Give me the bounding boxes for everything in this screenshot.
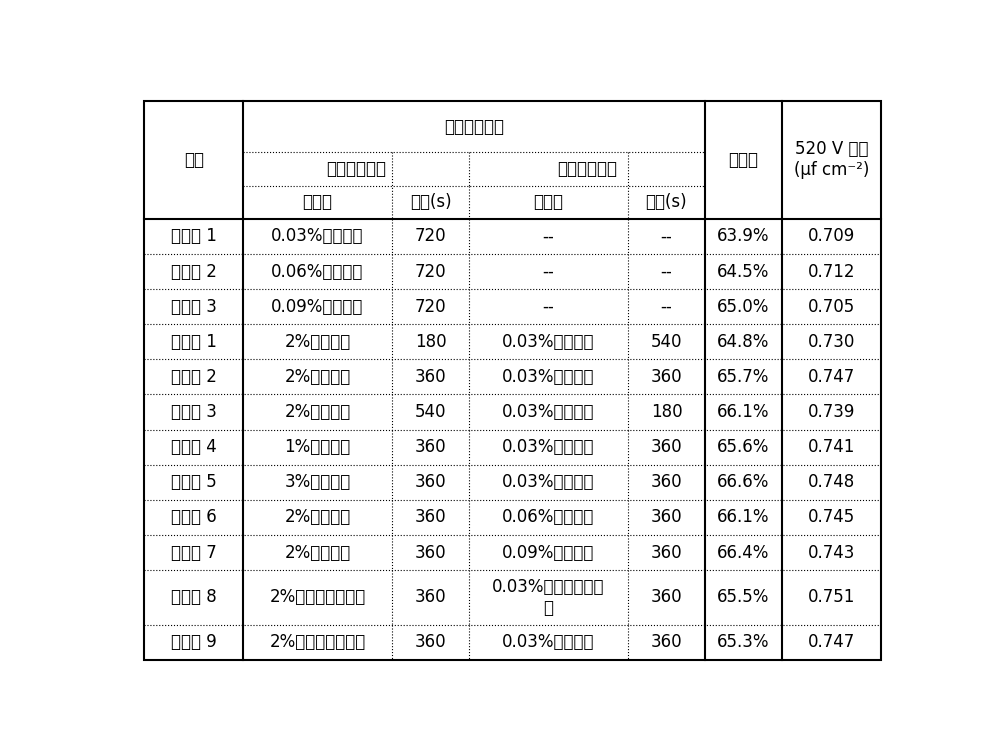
Text: 0.743: 0.743 — [808, 544, 855, 562]
Text: 360: 360 — [415, 588, 446, 606]
Text: --: -- — [543, 227, 554, 245]
Text: 360: 360 — [415, 633, 446, 651]
Text: 64.8%: 64.8% — [717, 333, 770, 351]
Text: 1%聚丙烯酸: 1%聚丙烯酸 — [284, 438, 351, 456]
Text: 3%聚丙烯酸: 3%聚丙烯酸 — [284, 474, 351, 491]
Text: 扩孔腐蚀工艺: 扩孔腐蚀工艺 — [444, 117, 504, 136]
Text: 720: 720 — [415, 297, 446, 316]
Text: 0.03%聚丙烯酸: 0.03%聚丙烯酸 — [502, 333, 595, 351]
Text: 2%聚苯乙烯磺酸钠: 2%聚苯乙烯磺酸钠 — [269, 633, 366, 651]
Text: 实施例 2: 实施例 2 — [171, 368, 217, 386]
Text: 65.3%: 65.3% — [717, 633, 770, 651]
Text: 0.03%聚丙烯酸: 0.03%聚丙烯酸 — [271, 227, 364, 245]
Text: 65.5%: 65.5% — [717, 588, 770, 606]
Text: 360: 360 — [651, 438, 682, 456]
Text: 0.06%聚丙烯酸: 0.06%聚丙烯酸 — [271, 263, 364, 281]
Text: 2%聚丙烯酸: 2%聚丙烯酸 — [284, 403, 351, 421]
Text: 720: 720 — [415, 227, 446, 245]
Text: 64.5%: 64.5% — [717, 263, 770, 281]
Text: 360: 360 — [415, 438, 446, 456]
Text: 180: 180 — [415, 333, 446, 351]
Text: 65.7%: 65.7% — [717, 368, 770, 386]
Text: 0.09%聚丙烯酸: 0.09%聚丙烯酸 — [271, 297, 364, 316]
Text: 360: 360 — [415, 508, 446, 526]
Text: 对比例 1: 对比例 1 — [171, 227, 217, 245]
Text: 65.6%: 65.6% — [717, 438, 770, 456]
Text: 2%聚丙烯酸: 2%聚丙烯酸 — [284, 544, 351, 562]
Text: 实施例 1: 实施例 1 — [171, 333, 217, 351]
Text: 360: 360 — [651, 544, 682, 562]
Text: 66.1%: 66.1% — [717, 403, 770, 421]
Text: 2%聚丙烯酸: 2%聚丙烯酸 — [284, 333, 351, 351]
Text: --: -- — [661, 263, 672, 281]
Text: 0.709: 0.709 — [808, 227, 855, 245]
Text: 0.745: 0.745 — [808, 508, 855, 526]
Text: --: -- — [661, 297, 672, 316]
Text: 时间(s): 时间(s) — [646, 194, 687, 212]
Text: 实施例 5: 实施例 5 — [171, 474, 217, 491]
Text: 实施例 8: 实施例 8 — [171, 588, 217, 606]
Text: 得箔率: 得箔率 — [728, 151, 758, 169]
Text: 实施例 4: 实施例 4 — [171, 438, 217, 456]
Text: 0.747: 0.747 — [808, 633, 855, 651]
Text: 360: 360 — [415, 368, 446, 386]
Text: 实施例 3: 实施例 3 — [171, 403, 217, 421]
Text: 2%聚丙烯酸: 2%聚丙烯酸 — [284, 508, 351, 526]
Text: 2%聚丙烯酸: 2%聚丙烯酸 — [284, 368, 351, 386]
Text: 样品: 样品 — [184, 151, 204, 169]
Text: 实施例 6: 实施例 6 — [171, 508, 217, 526]
Text: 0.03%聚丙烯酸: 0.03%聚丙烯酸 — [502, 368, 595, 386]
Text: 实施例 9: 实施例 9 — [171, 633, 217, 651]
Text: 对比例 3: 对比例 3 — [171, 297, 217, 316]
Text: --: -- — [543, 263, 554, 281]
Text: 0.03%聚丙烯酸: 0.03%聚丙烯酸 — [502, 633, 595, 651]
Text: 360: 360 — [651, 474, 682, 491]
Text: 0.712: 0.712 — [808, 263, 855, 281]
Text: 63.9%: 63.9% — [717, 227, 770, 245]
Text: 实施例 7: 实施例 7 — [171, 544, 217, 562]
Text: 0.748: 0.748 — [808, 474, 855, 491]
Text: 360: 360 — [651, 588, 682, 606]
Text: 0.747: 0.747 — [808, 368, 855, 386]
Text: 360: 360 — [651, 368, 682, 386]
Text: 0.741: 0.741 — [808, 438, 855, 456]
Text: 对比例 2: 对比例 2 — [171, 263, 217, 281]
Text: 添加剂: 添加剂 — [533, 194, 563, 212]
Text: 0.751: 0.751 — [808, 588, 855, 606]
Text: 520 V 比容
(μf cm⁻²): 520 V 比容 (μf cm⁻²) — [794, 141, 869, 179]
Text: 360: 360 — [651, 508, 682, 526]
Text: 66.1%: 66.1% — [717, 508, 770, 526]
Text: 180: 180 — [651, 403, 682, 421]
Text: 0.09%聚丙烯酸: 0.09%聚丙烯酸 — [502, 544, 595, 562]
Text: 0.739: 0.739 — [808, 403, 855, 421]
Text: 0.03%聚丙烯酸: 0.03%聚丙烯酸 — [502, 474, 595, 491]
Text: 360: 360 — [415, 474, 446, 491]
Text: 2%聚苯乙烯磺酸钠: 2%聚苯乙烯磺酸钠 — [269, 588, 366, 606]
Text: 540: 540 — [651, 333, 682, 351]
Text: 时间(s): 时间(s) — [410, 194, 451, 212]
Text: 0.03%聚苯乙烯磺酸
钠: 0.03%聚苯乙烯磺酸 钠 — [492, 578, 605, 617]
Text: 66.4%: 66.4% — [717, 544, 770, 562]
Text: 540: 540 — [415, 403, 446, 421]
Text: 二级扩孔腐蚀: 二级扩孔腐蚀 — [557, 160, 617, 178]
Text: 66.6%: 66.6% — [717, 474, 770, 491]
Text: 360: 360 — [415, 544, 446, 562]
Text: 0.03%聚丙烯酸: 0.03%聚丙烯酸 — [502, 403, 595, 421]
Text: --: -- — [661, 227, 672, 245]
Text: 0.705: 0.705 — [808, 297, 855, 316]
Text: 添加剂: 添加剂 — [303, 194, 333, 212]
Text: 0.730: 0.730 — [808, 333, 855, 351]
Text: 65.0%: 65.0% — [717, 297, 770, 316]
Text: 720: 720 — [415, 263, 446, 281]
Text: 0.03%聚丙烯酸: 0.03%聚丙烯酸 — [502, 438, 595, 456]
Text: --: -- — [543, 297, 554, 316]
Text: 360: 360 — [651, 633, 682, 651]
Text: 一级扩孔腐蚀: 一级扩孔腐蚀 — [326, 160, 386, 178]
Text: 0.06%聚丙烯酸: 0.06%聚丙烯酸 — [502, 508, 595, 526]
